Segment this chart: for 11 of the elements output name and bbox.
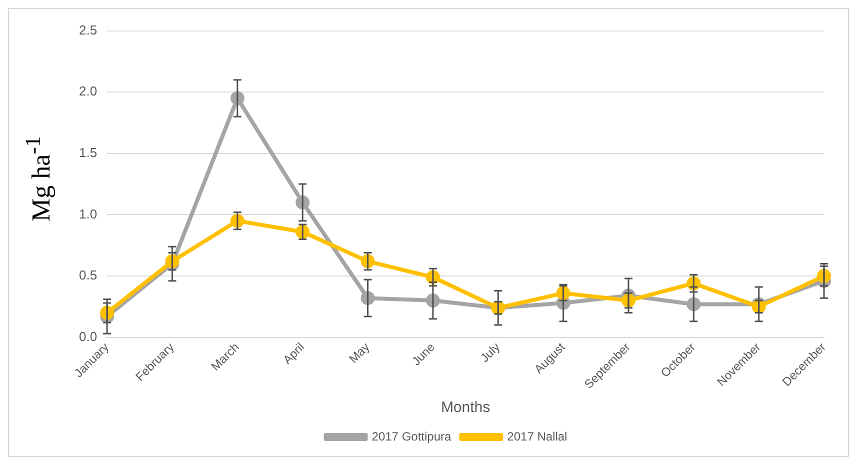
y-tick-label: 0.5 [78,268,98,283]
y-tick-label: 1.5 [78,144,98,160]
y-tick-label: 2.0 [78,84,98,99]
legend-label: 2017 Nallal [507,429,568,444]
x-tick-label: July [478,340,503,365]
x-tick-label: May [346,340,372,366]
x-axis-title: Months [440,399,490,416]
y-tick-label: 2.5 [78,22,98,38]
y-tick-label: 0.0 [78,328,98,344]
y-tick-label: 1.0 [78,206,98,222]
legend-label: 2017 Gottipura [372,429,452,444]
